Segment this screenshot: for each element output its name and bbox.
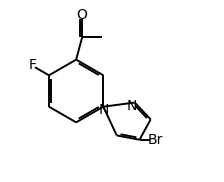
- Text: N: N: [126, 99, 137, 113]
- Text: F: F: [28, 58, 36, 72]
- Text: Br: Br: [148, 133, 163, 147]
- Text: O: O: [76, 8, 87, 22]
- Text: N: N: [99, 103, 109, 117]
